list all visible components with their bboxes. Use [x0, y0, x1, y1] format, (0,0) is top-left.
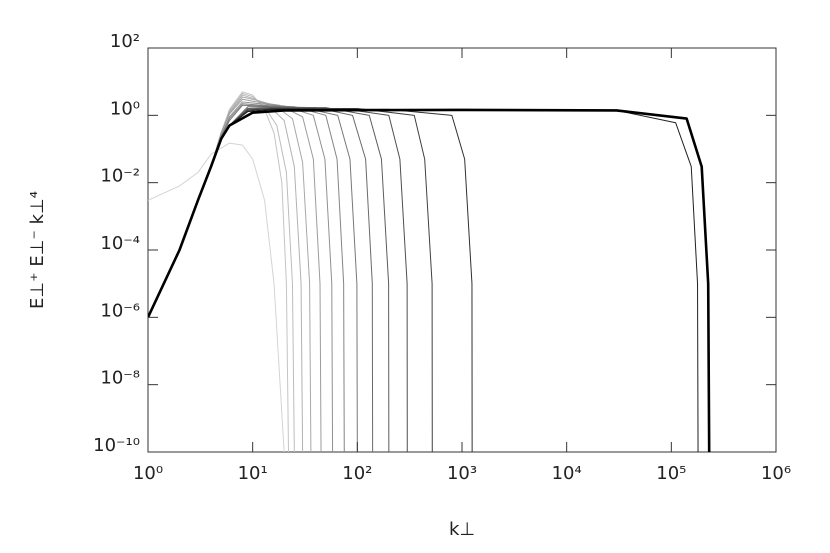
y-axis-label: E⊥⁺ E⊥⁻ k⊥⁴	[27, 191, 48, 309]
curve	[148, 107, 390, 452]
curve	[148, 98, 322, 452]
x-tick-label: 10⁵	[656, 463, 686, 484]
x-tick-label: 10¹	[238, 463, 268, 484]
x-tick-label: 10⁴	[552, 463, 582, 484]
curve	[148, 107, 408, 452]
curve	[148, 142, 285, 452]
curve	[148, 103, 345, 452]
x-tick-label: 10³	[447, 463, 477, 484]
plot-frame	[147, 47, 777, 453]
y-tick-label: 10⁻⁶	[100, 300, 140, 321]
curve	[148, 101, 334, 452]
x-tick-label: 10⁶	[761, 463, 791, 484]
x-axis-label: k⊥	[449, 519, 475, 540]
curves	[148, 91, 711, 452]
curve	[148, 108, 711, 452]
y-tick-label: 10⁻²	[100, 166, 140, 187]
y-tick-label: 10⁻¹⁰	[93, 435, 140, 456]
curve	[148, 94, 304, 452]
curve	[148, 108, 699, 452]
curve	[148, 107, 433, 452]
curve	[148, 104, 358, 452]
x-tick-label: 10⁰	[133, 463, 163, 484]
x-tick-label: 10²	[342, 463, 372, 484]
curve	[148, 106, 374, 452]
y-tick-label: 10²	[110, 31, 140, 52]
y-tick-label: 10⁻⁸	[100, 368, 140, 389]
y-tick-label: 10⁰	[110, 98, 140, 119]
y-tick-label: 10⁻⁴	[100, 233, 140, 254]
